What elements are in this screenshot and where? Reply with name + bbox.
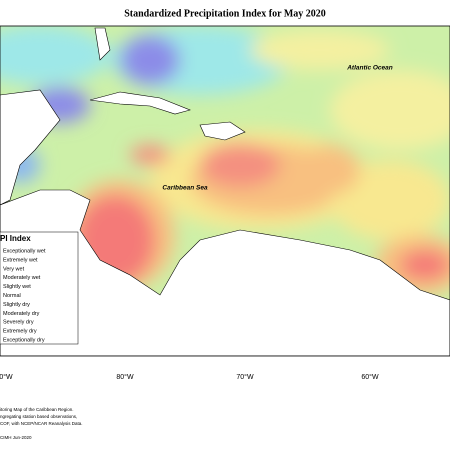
footer-text: COF, with NCEP/NCAR Reanalysis Data. (0, 421, 83, 426)
legend-item: Slightly wet (3, 284, 31, 290)
longitude-label: 60°W (361, 373, 379, 381)
legend: PI Index Exceptionally wet Extremely wet V… (0, 231, 79, 345)
map-label: Atlantic Ocean (346, 65, 393, 72)
footer-text: ngregating station based observations, (0, 414, 77, 419)
longitude-label: 70°W (236, 373, 254, 381)
longitude-label: 80°W (116, 373, 134, 381)
legend-item: Extremely wet (3, 257, 38, 263)
footer-text: CIMH Jun-2020 (0, 435, 32, 440)
footer-text: itoring Map of the Caribbean Region. (0, 407, 74, 412)
legend-item: Moderately dry (3, 311, 40, 317)
legend-title: PI Index (0, 234, 31, 243)
legend-item: Very wet (3, 266, 25, 272)
spi-field (0, 26, 450, 356)
legend-item: Moderately wet (3, 275, 41, 281)
legend-item: Normal (3, 293, 21, 299)
legend-item: Extremely dry (3, 329, 37, 335)
longitude-label: 0°W (0, 373, 13, 381)
legend-item: Exceptionally dry (3, 337, 45, 343)
legend-item: Severely dry (3, 320, 34, 326)
map-title: Standardized Precipitation Index for May… (124, 8, 326, 19)
map-label: Caribbean Sea (162, 185, 208, 192)
legend-item: Slightly dry (3, 302, 30, 308)
legend-item: Exceptionally wet (3, 248, 46, 254)
